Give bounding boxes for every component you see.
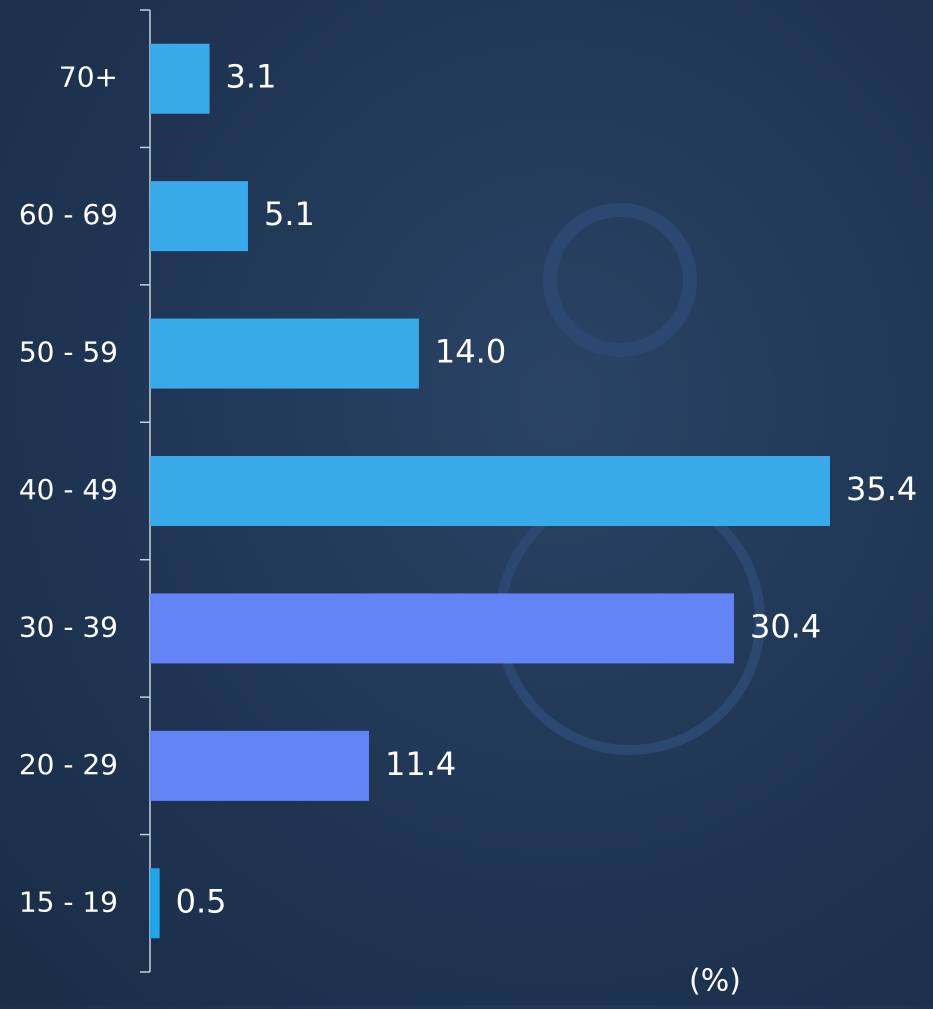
bar: [150, 319, 419, 389]
y-tick-label: 70+: [59, 61, 118, 94]
data-label: 3.1: [226, 58, 277, 96]
bar: [150, 868, 160, 938]
bar: [150, 181, 248, 251]
data-label: 0.5: [176, 882, 227, 920]
chart: (%) 70+ 3.1 60 - 69 5.1 50 - 59 14.0 40 - 49 35…: [0, 0, 933, 1005]
page: (%) 70+ 3.1 60 - 69 5.1 50 - 59 14.0 40 - 49 35…: [0, 0, 933, 1005]
x-axis-label: (%): [689, 964, 741, 999]
background-decoration: [550, 210, 690, 350]
data-label: 35.4: [846, 470, 917, 508]
data-label: 30.4: [750, 607, 821, 645]
data-label: 5.1: [264, 195, 315, 233]
y-tick-label: 30 - 39: [19, 610, 118, 643]
y-tick-label: 15 - 19: [19, 885, 118, 918]
bar: [150, 593, 734, 663]
y-tick-label: 40 - 49: [19, 473, 118, 506]
y-tick-label: 60 - 69: [19, 198, 118, 231]
y-tick-label: 50 - 59: [19, 336, 118, 369]
data-label: 14.0: [435, 333, 506, 371]
y-tick-label: 20 - 29: [19, 748, 118, 781]
bar: [150, 44, 210, 114]
data-label: 11.4: [385, 745, 456, 783]
bar: [150, 731, 369, 801]
bar: [150, 456, 830, 526]
